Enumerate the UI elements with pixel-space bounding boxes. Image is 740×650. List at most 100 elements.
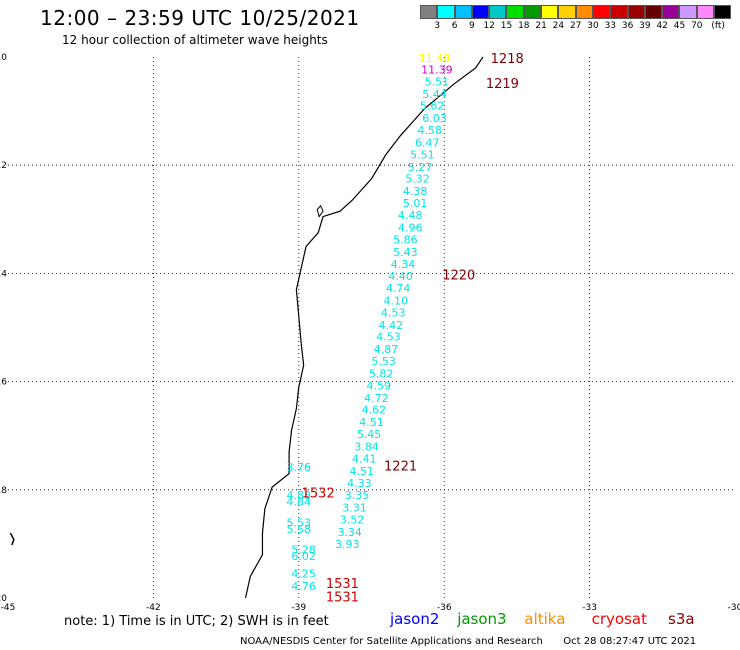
legend-swatch: [575, 5, 593, 19]
wave-height-value: 3.31: [342, 502, 367, 515]
wave-height-value: 5.28: [291, 543, 316, 556]
wave-height-value: 4.38: [403, 185, 428, 198]
pass-time-label: 1532: [302, 487, 335, 502]
wave-height-value: 5.45: [357, 428, 382, 441]
pass-time-label: 1531: [326, 590, 359, 605]
map-subtitle: 12 hour collection of altimeter wave hei…: [62, 33, 328, 47]
legend-swatch: [696, 5, 715, 19]
legend-label: 18: [518, 21, 530, 31]
legend-swatch: [523, 5, 542, 19]
pass-time-label: 1220: [442, 268, 475, 283]
legend-label: 15: [500, 21, 513, 31]
satellite-jason3-label: jason3: [457, 610, 507, 628]
wave-height-value: 5.53: [287, 516, 312, 529]
credit-text: NOAA/NESDIS Center for Satellite Applica…: [240, 636, 543, 647]
wave-height-value: 5.51: [410, 148, 435, 161]
x-tick-label: -42: [146, 603, 161, 613]
pass-time-label: 1531: [326, 577, 359, 592]
wave-height-value: 5.86: [393, 233, 418, 246]
satellite-altika-label: altika: [524, 610, 566, 628]
legend-label: 39: [639, 21, 651, 31]
legend-swatch: [471, 5, 490, 19]
x-tick-label: -30: [728, 603, 740, 613]
wave-height-value: 3.35: [345, 489, 370, 502]
wave-height-value: 5.01: [403, 197, 428, 210]
wave-height-value: 4.84: [287, 496, 312, 509]
wave-height-value: 4.59: [367, 379, 392, 392]
y-tick-label: -18: [0, 486, 7, 496]
footer-credit: NOAA/NESDIS Center for Satellite Applica…: [240, 636, 696, 647]
x-tick-label: -33: [582, 603, 597, 613]
footer-note: note: 1) Time is in UTC; 2) SWH is in fe…: [64, 614, 329, 629]
y-tick-label: -14: [0, 269, 7, 279]
satellite-s3a-label: s3a: [668, 610, 695, 628]
legend-label: 30: [587, 21, 599, 31]
satellite-cryosat-label: cryosat: [591, 610, 647, 628]
wave-height-value: 3.93: [335, 538, 360, 551]
wave-height-value: 5.51: [425, 75, 450, 88]
legend-label: 24: [552, 21, 565, 31]
wave-height-value: 11.39: [421, 63, 453, 76]
legend-labels: 3 6 9 12 15 18 21 24 27 30 33 36 39 42 45 70 (ft): [420, 19, 731, 31]
legend-label: 33: [604, 21, 617, 31]
legend-swatch: [541, 5, 559, 19]
legend-swatch: [489, 5, 507, 19]
coastline: [244, 56, 484, 599]
wave-height-value: 5.62: [420, 100, 445, 113]
legend-swatch: [610, 5, 628, 19]
bay-outline: [316, 204, 324, 218]
legend-swatch: [679, 5, 697, 19]
wave-height-value: 11.48: [419, 52, 451, 65]
legend-label: 36: [621, 21, 634, 31]
legend-label: 42: [656, 21, 668, 31]
legend-swatch: [592, 5, 611, 19]
pass-time-label: 1221: [384, 459, 417, 474]
wave-height-value: 4.25: [291, 568, 316, 581]
legend-color-bar: [420, 5, 732, 19]
wave-height-value: 3.34: [337, 526, 362, 539]
y-tick-label: -16: [0, 378, 7, 388]
y-tick-label: -12: [0, 161, 7, 171]
legend-swatch: [627, 5, 645, 19]
legend-label: 27: [569, 21, 582, 31]
wave-height-value: 5.58: [287, 523, 312, 536]
wave-height-value: 5.27: [408, 161, 433, 174]
timestamp-text: Oct 28 08:27:47 UTC 2021: [563, 636, 697, 647]
wave-height-value: 6.47: [415, 136, 440, 149]
legend-swatch: [644, 5, 663, 19]
x-tick-label: -45: [1, 603, 16, 613]
x-tick-label: -36: [437, 603, 452, 613]
wave-height-value: 5.32: [405, 173, 430, 186]
legend-label: 12: [483, 21, 495, 31]
legend-label: 70: [691, 21, 703, 31]
wave-height-value: 4.33: [347, 477, 372, 490]
wave-height-value: 4.42: [379, 319, 404, 332]
wave-height-value: 5.82: [369, 367, 394, 380]
satellite-jason2-label: jason2: [390, 610, 440, 628]
legend-swatch: [420, 5, 438, 19]
wave-height-value: 4.34: [391, 258, 416, 271]
wave-height-value: 4.48: [398, 209, 423, 222]
legend-swatch: [714, 5, 732, 19]
wave-height-value: 6.03: [422, 112, 447, 125]
wave-height-value: 5.53: [371, 355, 396, 368]
wave-height-value: 4.58: [417, 124, 442, 137]
legend-label: 9: [469, 21, 475, 31]
wave-height-value: 3.84: [354, 441, 379, 454]
wave-height-value: 4.53: [376, 331, 401, 344]
legend-swatch: [662, 5, 680, 19]
wave-height-value: 4.51: [359, 416, 384, 429]
wave-height-value: 4.96: [398, 221, 423, 234]
wave-height-value: 4.51: [350, 465, 375, 478]
legend-swatch: [437, 5, 455, 19]
legend-label: 6: [451, 21, 458, 31]
y-tick-label: -20: [0, 594, 7, 604]
wave-height-value: 4.10: [383, 294, 408, 307]
legend-swatch: [558, 5, 576, 19]
wave-height-value: 3.76: [287, 461, 312, 474]
pass-time-label: 1219: [486, 77, 519, 92]
wave-height-value: 5.43: [393, 246, 418, 259]
legend-label: 3: [434, 21, 441, 31]
legend-swatch: [506, 5, 524, 19]
